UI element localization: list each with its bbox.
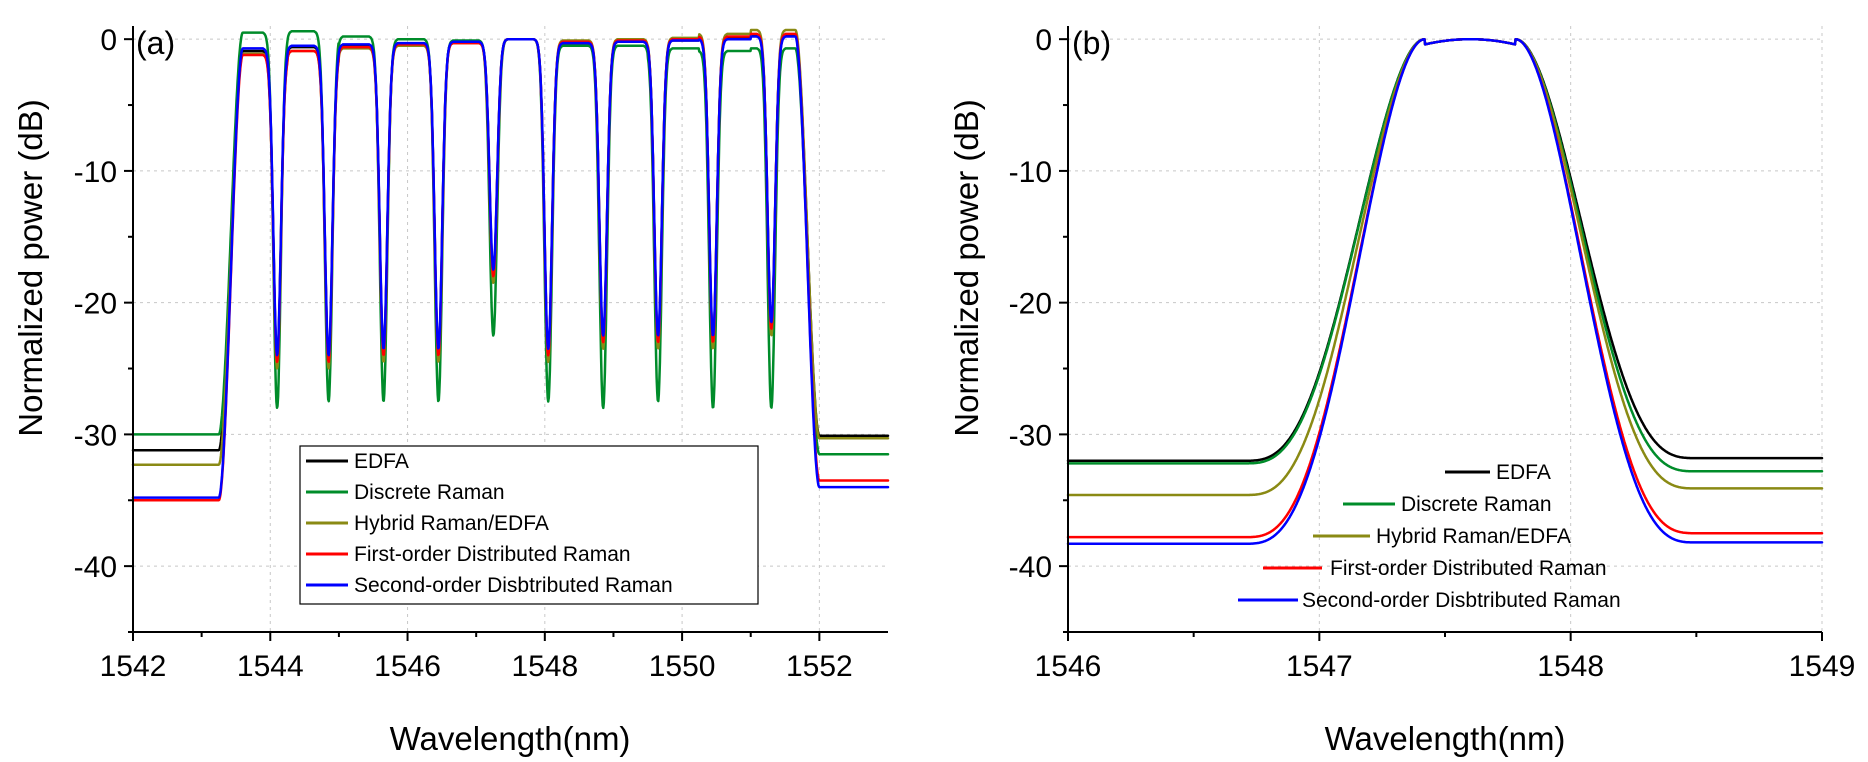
panel-a-y-tick-label: -20 xyxy=(74,288,117,321)
panel-a-x-tick-label: 1542 xyxy=(100,650,167,683)
panel-a-x-tick-label: 1546 xyxy=(374,650,441,683)
panel-a-axes: 1542 1544 1546 1548 1550 1552 0 -10 -20 -30 -40 xyxy=(74,24,888,683)
panel-b-axes: 1546 1547 1548 1549 0 -10 -20 -30 -40 xyxy=(1009,24,1856,683)
panel-a-label: (a) xyxy=(136,25,175,61)
panel-a-legend-box xyxy=(299,445,759,605)
panel-a-x-tick-label: 1550 xyxy=(649,650,716,683)
panel-a-y-tick-label: -10 xyxy=(74,156,117,189)
panel-a-x-tick-label: 1544 xyxy=(237,650,304,683)
panel-b-x-tick-label: 1549 xyxy=(1789,650,1856,683)
panel-b-y-tick-label: -20 xyxy=(1009,288,1052,321)
panel-b-y-tick-label: -10 xyxy=(1009,156,1052,189)
panel-a-legend-label-discrete-raman: Discrete Raman xyxy=(354,481,505,504)
panel-a-series xyxy=(131,28,890,502)
panel-a-legend-label-second-order: Second-order Disbtributed Raman xyxy=(354,574,673,597)
panel-a-x-tick-label: 1552 xyxy=(786,650,853,683)
panel-b-y-tick-label: -40 xyxy=(1009,551,1052,584)
panel-a-legend-label-first-order: First-order Distributed Raman xyxy=(354,543,631,566)
panel-b-x-tick-label: 1546 xyxy=(1035,650,1102,683)
panel-a-series-second-order-disbtributed-raman xyxy=(131,35,890,499)
panel-b-legend-label-hybrid: Hybrid Raman/EDFA xyxy=(1376,525,1571,548)
panel-b-x-tick-label: 1548 xyxy=(1537,650,1604,683)
panel-b-series-second-order-disbtributed-raman xyxy=(1066,37,1824,545)
panel-a-xlabel: Wavelength(nm) xyxy=(390,720,631,757)
panel-a-y-tick-label: -40 xyxy=(74,551,117,584)
panel-b-chart: 1546 1547 1548 1549 0 -10 -20 -30 -40 (b) Wavele… xyxy=(948,24,1855,757)
panel-a-ylabel: Normalized power (dB) xyxy=(12,99,49,436)
panel-b-y-tick-label: 0 xyxy=(1035,24,1052,57)
panel-b-xlabel: Wavelength(nm) xyxy=(1325,720,1566,757)
panel-a-y-tick-label: 0 xyxy=(100,24,117,57)
panel-b-series xyxy=(1066,37,1824,545)
panel-b-legend-label-edfa: EDFA xyxy=(1496,461,1551,484)
panel-b-legend-label-second-order: Second-order Disbtributed Raman xyxy=(1302,589,1621,612)
panel-a-x-tick-label: 1548 xyxy=(511,650,578,683)
panel-b-legend-label-first-order: First-order Distributed Raman xyxy=(1330,557,1607,580)
panel-b-y-tick-label: -30 xyxy=(1009,419,1052,452)
panel-a-chart: 1542 1544 1546 1548 1550 1552 0 -10 -20 -30 -40 (a… xyxy=(12,24,890,757)
panel-a-legend-label-hybrid: Hybrid Raman/EDFA xyxy=(354,512,549,535)
panel-a-legend: EDFA Discrete Raman Hybrid Raman/EDFA Fi… xyxy=(299,445,759,605)
panel-a-y-tick-label: -30 xyxy=(74,419,117,452)
panel-b-legend-label-discrete-raman: Discrete Raman xyxy=(1401,493,1552,516)
panel-b-label: (b) xyxy=(1072,25,1111,61)
panel-b-legend: EDFA Discrete Raman Hybrid Raman/EDFA Fi… xyxy=(1238,461,1621,612)
panel-b-x-tick-label: 1547 xyxy=(1286,650,1353,683)
panel-a-legend-label-edfa: EDFA xyxy=(354,450,409,473)
panel-b-ylabel: Normalized power (dB) xyxy=(948,99,985,436)
